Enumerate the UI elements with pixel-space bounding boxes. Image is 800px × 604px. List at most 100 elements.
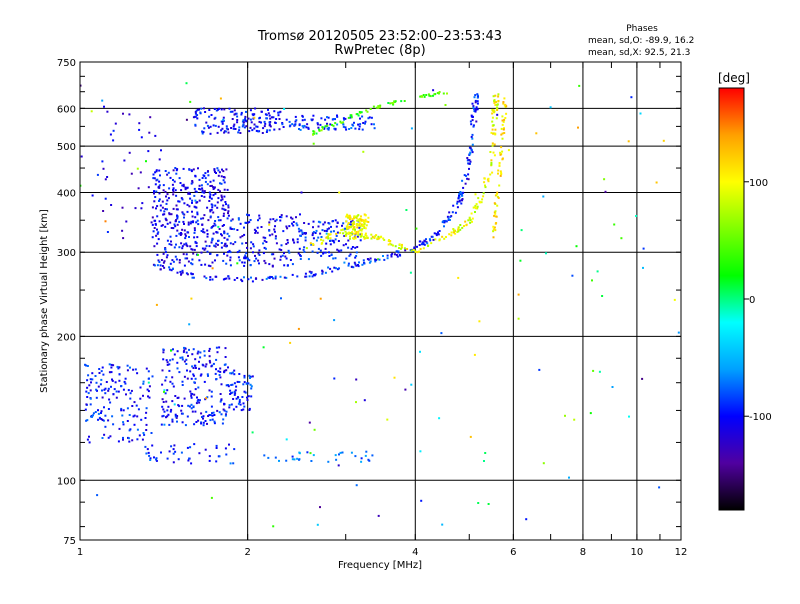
data-point (333, 266, 336, 269)
data-point (156, 253, 159, 256)
data-point (187, 191, 190, 194)
data-point (172, 385, 175, 388)
data-point (186, 257, 189, 260)
data-point (216, 167, 219, 170)
data-point (178, 246, 181, 249)
data-point (218, 171, 221, 174)
data-point (175, 194, 178, 197)
data-point (171, 418, 174, 421)
data-point (294, 115, 297, 118)
data-point (313, 428, 316, 431)
data-point (262, 252, 265, 255)
data-point (163, 390, 165, 393)
data-point (184, 233, 187, 236)
data-point (202, 230, 204, 233)
data-point (174, 255, 177, 258)
data-point (212, 225, 215, 227)
data-point (449, 215, 452, 218)
data-point (311, 118, 314, 121)
data-point (404, 388, 407, 391)
data-point (214, 259, 216, 262)
data-point (200, 263, 203, 266)
data-point (212, 411, 215, 414)
data-point (107, 419, 110, 422)
data-point (328, 255, 331, 257)
data-point (364, 120, 367, 123)
data-point (358, 128, 361, 131)
data-point (186, 231, 189, 234)
data-point (243, 390, 246, 393)
data-point (186, 446, 189, 449)
data-point (233, 278, 236, 281)
data-point (248, 409, 251, 411)
data-point (163, 423, 166, 426)
data-point (437, 92, 440, 95)
data-point (592, 369, 595, 372)
data-point (377, 106, 380, 109)
data-point (217, 125, 220, 128)
data-point (503, 118, 506, 121)
data-point (359, 229, 362, 231)
data-point (476, 100, 479, 103)
data-point (336, 221, 339, 224)
data-point (437, 233, 440, 236)
data-point (458, 192, 461, 195)
data-point (241, 280, 244, 283)
data-point (238, 373, 241, 375)
data-point (175, 234, 178, 237)
data-point (170, 227, 173, 229)
data-point (167, 197, 170, 200)
data-point (117, 440, 120, 443)
data-point (191, 201, 193, 204)
data-point (222, 418, 225, 421)
data-point (159, 209, 162, 212)
data-point (319, 506, 321, 509)
data-point (495, 117, 498, 120)
data-point (236, 229, 239, 231)
data-point (336, 115, 339, 118)
data-point (147, 395, 149, 398)
data-point (471, 143, 474, 146)
data-point (222, 204, 225, 207)
data-point (501, 123, 504, 126)
data-point (310, 272, 313, 275)
data-point (422, 94, 425, 96)
data-point (128, 429, 131, 432)
data-point (389, 102, 392, 105)
data-point (122, 388, 125, 391)
y-axis-label: Stationary phase Virtual Height [km] (39, 209, 50, 393)
data-point (330, 254, 333, 256)
data-point (333, 377, 336, 380)
data-point (198, 452, 201, 455)
data-point (269, 125, 272, 128)
data-point (394, 245, 397, 248)
data-point (87, 392, 90, 395)
data-point (238, 126, 241, 129)
data-point (265, 241, 268, 243)
data-point (117, 367, 120, 370)
data-point (262, 127, 265, 130)
data-point (192, 374, 195, 377)
data-point (213, 244, 216, 247)
data-point (354, 256, 357, 259)
data-point (215, 444, 218, 447)
data-point (185, 244, 188, 247)
data-point (366, 110, 369, 113)
data-point (342, 123, 345, 126)
data-point (363, 225, 366, 228)
data-point (220, 233, 222, 236)
data-point (354, 263, 357, 266)
data-point (469, 151, 472, 154)
data-point (253, 228, 256, 231)
data-point (214, 204, 217, 207)
data-point (471, 137, 474, 140)
data-point (255, 277, 257, 280)
data-point (225, 125, 228, 128)
data-point (247, 395, 250, 398)
data-point (611, 386, 614, 388)
data-point (249, 375, 252, 378)
data-point (327, 116, 330, 119)
data-point (284, 255, 287, 258)
data-point (281, 122, 284, 124)
